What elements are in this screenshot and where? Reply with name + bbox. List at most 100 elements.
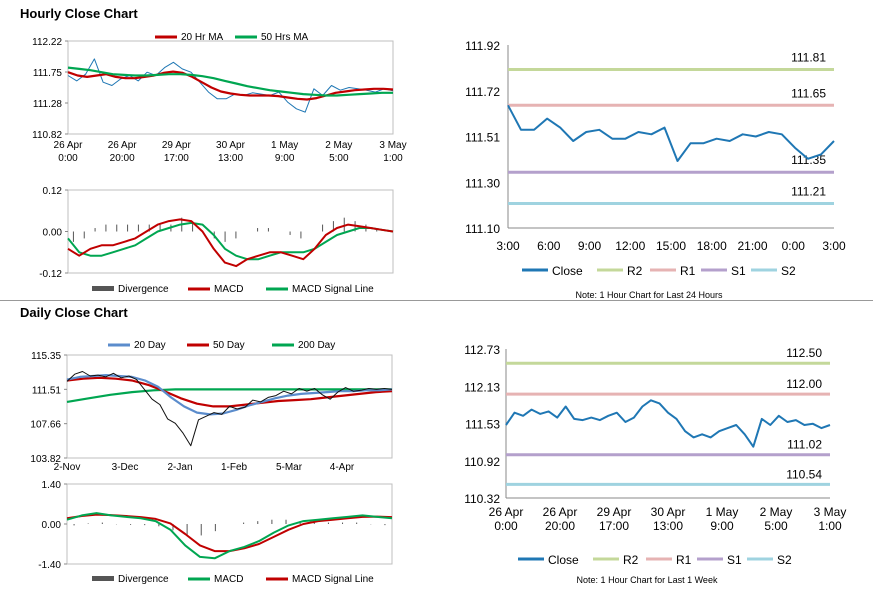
hourly-macd-ytick: 0.12 (43, 186, 63, 197)
daily-legend-20day-label: 20 Day (134, 340, 166, 351)
daily-macd-legend-signal-label: MACD Signal Line (292, 574, 374, 585)
hourly-pivot-level-label-r1: 111.65 (791, 86, 826, 100)
daily-legend-200day-label: 200 Day (298, 340, 335, 351)
hourly-pivot-xtick: 15:00 (656, 239, 686, 253)
daily-pivot-xtick-date: 2 May (760, 505, 793, 519)
daily-pivot-note: Note: 1 Hour Chart for Last 1 Week (577, 575, 718, 585)
hourly-ma-series-close (67, 58, 394, 113)
hourly-ma-xtick-date: 30 Apr (216, 140, 246, 151)
hourly-macd-legend-divergence-swatch (92, 286, 114, 291)
daily-pivot-legend-r2-label: R2 (623, 553, 639, 567)
hourly-ma-plot-area (67, 40, 394, 135)
daily-ma-ytick: 107.66 (30, 420, 61, 431)
hourly-pivot-xtick: 6:00 (537, 239, 561, 253)
daily-pivot-legend-s1-label: S1 (727, 553, 742, 567)
hourly-ma-ytick: 110.82 (32, 130, 62, 141)
daily-macd-legend-divergence-label: Divergence (118, 574, 169, 585)
daily-pivot-legend-r1-label: R1 (676, 553, 692, 567)
hourly-ma-xtick-time: 13:00 (218, 153, 243, 164)
hourly-pivot-ytick: 111.10 (465, 222, 500, 236)
hourly-pivot-legend-r2-label: R2 (627, 264, 643, 278)
hourly-pivot-xtick: 18:00 (697, 239, 727, 253)
hourly-ma-xtick-time: 9:00 (275, 153, 295, 164)
daily-macd-line (66, 512, 393, 560)
hourly-macd-line (67, 218, 394, 268)
daily-pivot-xtick-time: 5:00 (764, 519, 788, 533)
hourly-pivot-note: Note: 1 Hour Chart for Last 24 Hours (575, 290, 723, 300)
hourly-ma-xtick-date: 26 Apr (54, 140, 84, 151)
daily-pivot-ytick: 110.32 (464, 492, 500, 506)
daily-pivot-ytick: 111.53 (465, 418, 500, 432)
daily-pivot-level-label-s1: 111.02 (787, 438, 822, 452)
daily-ma-xtick: 2-Jan (167, 462, 192, 473)
daily-pivot-xtick-date: 1 May (706, 505, 739, 519)
daily-macd-legend-macd-label: MACD (214, 574, 243, 585)
hourly-pivot-xtick: 0:00 (782, 239, 806, 253)
hourly-pivot-ytick: 111.51 (465, 131, 500, 145)
daily-ma-xtick: 3-Dec (112, 462, 139, 473)
daily-pivot-xtick-time: 9:00 (710, 519, 734, 533)
daily-pivot-ytick: 112.73 (464, 343, 500, 357)
daily-ma-series-close (66, 371, 393, 447)
daily-ma-ytick: 111.51 (32, 385, 62, 396)
hourly-pivot-legend-s2-label: S2 (781, 264, 796, 278)
daily-ma-xtick: 2-Nov (54, 462, 81, 473)
hourly-ma-xtick-time: 20:00 (110, 153, 135, 164)
daily-pivot-xtick-date: 26 Apr (543, 505, 578, 519)
hourly-pivot-ytick: 111.72 (465, 85, 500, 99)
hourly-macd-legend-divergence-label: Divergence (118, 284, 169, 295)
hourly-macd-legend-macd-label: MACD (214, 284, 243, 295)
hourly-macd-signal-line (67, 221, 394, 261)
hourly-ma-xtick-date: 1 May (271, 140, 298, 151)
daily-pivot-xtick-date: 29 Apr (597, 505, 632, 519)
daily-ma-xtick: 4-Apr (330, 462, 355, 473)
daily-pivot-close-line (505, 399, 831, 448)
hourly-ma-xtick-time: 5:00 (329, 153, 349, 164)
hourly-ma-xtick-date: 26 Apr (108, 140, 138, 151)
daily-section-title: Daily Close Chart (20, 305, 128, 320)
daily-macd-signal-line (66, 513, 393, 553)
section-divider (0, 300, 873, 301)
hourly-ma-xtick-date: 2 May (325, 140, 352, 151)
daily-ma-xtick: 5-Mar (276, 462, 303, 473)
daily-pivot-xtick-date: 26 Apr (489, 505, 524, 519)
hourly-pivot-xtick: 21:00 (737, 239, 767, 253)
hourly-legend-20hr-label: 20 Hr MA (181, 32, 224, 43)
daily-pivot-xtick-time: 17:00 (599, 519, 629, 533)
hourly-pivot-xtick: 12:00 (615, 239, 645, 253)
hourly-pivot-ytick: 111.92 (465, 39, 500, 53)
hourly-legend-50hrs-label: 50 Hrs MA (261, 32, 309, 43)
daily-legend-50day-label: 50 Day (213, 340, 245, 351)
daily-ma-series-20-day (66, 374, 393, 416)
hourly-pivot-level-label-s1: 111.35 (791, 153, 826, 167)
daily-ma-xtick: 1-Feb (221, 462, 248, 473)
hourly-pivot-legend-r1-label: R1 (680, 264, 696, 278)
hourly-pivot-legend-s1-label: S1 (731, 264, 746, 278)
daily-pivot-level-label-r2: 112.50 (786, 346, 822, 360)
daily-macd-legend-divergence-swatch (92, 576, 114, 581)
hourly-pivot-close-line (507, 104, 835, 162)
daily-pivot-level-label-s2: 110.54 (786, 467, 822, 481)
daily-pivot-ytick: 110.92 (464, 455, 500, 469)
daily-ma-plot-area (66, 354, 393, 459)
daily-pivot-xtick-time: 13:00 (653, 519, 683, 533)
hourly-ma-series-50-hrs-ma (67, 66, 393, 97)
daily-pivot-ytick: 112.13 (464, 380, 500, 394)
hourly-ma-ytick: 111.75 (33, 68, 63, 79)
hourly-ma-xtick-time: 0:00 (58, 153, 78, 164)
daily-pivot-legend-s2-label: S2 (777, 553, 792, 567)
hourly-pivot-xtick: 9:00 (578, 239, 602, 253)
hourly-macd-ytick: -0.12 (39, 269, 62, 280)
daily-pivot-legend-close-label: Close (548, 553, 579, 567)
hourly-pivot-xtick: 3:00 (496, 239, 520, 253)
daily-pivot-xtick-time: 0:00 (494, 519, 518, 533)
hourly-pivot-level-label-s2: 111.21 (791, 184, 826, 198)
daily-macd-ytick: 1.40 (42, 480, 62, 491)
daily-pivot-level-label-r1: 112.00 (786, 377, 822, 391)
hourly-ma-xtick-time: 1:00 (383, 153, 403, 164)
hourly-ma-series-20-hr-ma (67, 70, 394, 101)
daily-pivot-xtick-time: 1:00 (818, 519, 842, 533)
daily-ma-series-200-day (66, 388, 392, 403)
hourly-pivot-ytick: 111.30 (465, 176, 500, 190)
